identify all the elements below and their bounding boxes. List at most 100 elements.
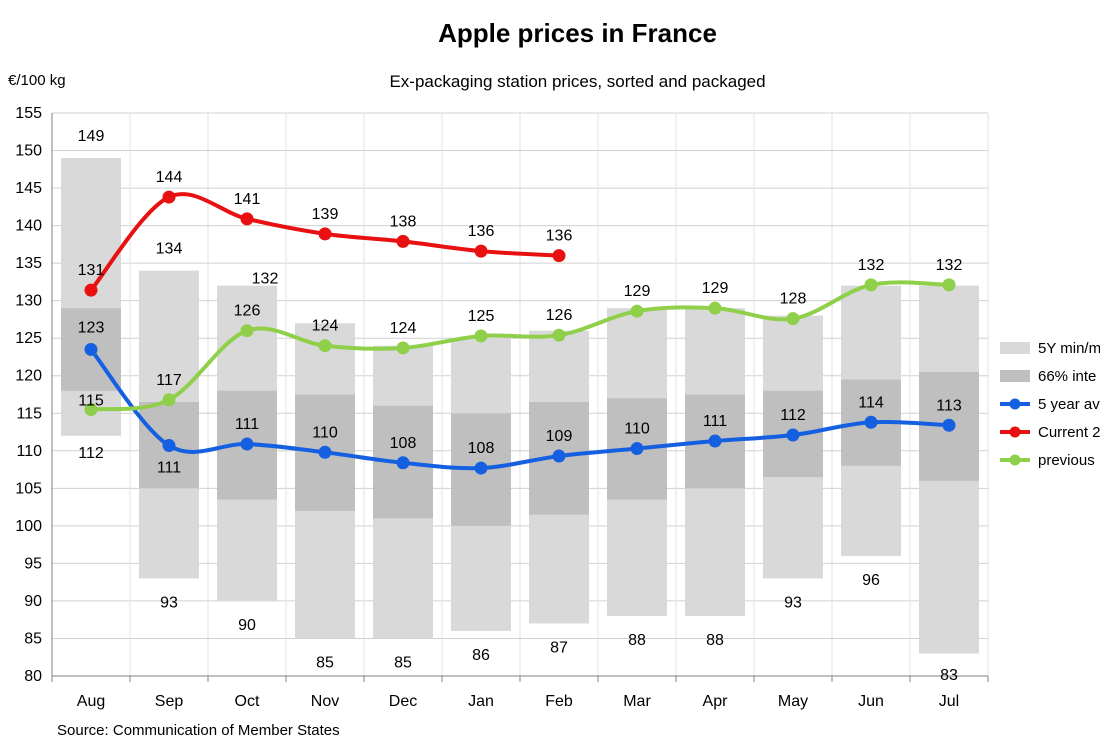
current-season-label: 144 (156, 169, 183, 186)
range-min-label: 88 (628, 632, 646, 649)
x-tick-label: Sep (155, 693, 184, 710)
y-tick-label: 155 (15, 105, 42, 122)
current-season-point (396, 234, 410, 248)
x-tick-label: Oct (235, 693, 260, 710)
y-tick-label: 105 (15, 480, 42, 497)
legend-label: Current 2 (1038, 424, 1100, 441)
range-min-label: 83 (940, 667, 958, 684)
five-year-average-point (162, 439, 176, 453)
five-year-average-label: 111 (235, 416, 259, 433)
five-year-average-label: 112 (780, 407, 806, 424)
y-tick-label: 100 (15, 518, 42, 535)
previous-season-point (474, 329, 488, 343)
legend-swatch (1000, 370, 1030, 382)
range-max-label: 134 (156, 241, 183, 258)
x-tick-label: May (778, 693, 808, 710)
legend-label: 5 year av (1038, 396, 1100, 413)
legend-label: previous (1038, 452, 1095, 469)
previous-season-point (162, 393, 176, 407)
y-tick-label: 95 (24, 555, 42, 572)
range-max-label: 132 (252, 271, 279, 288)
previous-season-label: 124 (312, 318, 339, 335)
current-season-point (474, 244, 488, 258)
y-tick-label: 115 (16, 405, 42, 422)
source-note: Source: Communication of Member States (57, 722, 340, 739)
previous-season-label: 132 (936, 257, 963, 274)
current-season-label: 136 (546, 228, 573, 245)
five-year-average-label: 110 (312, 424, 338, 441)
five-year-average-point (942, 418, 956, 432)
previous-season-label: 126 (546, 307, 573, 324)
current-season-label: 141 (234, 191, 261, 208)
five-year-average-point (708, 434, 722, 448)
current-season-point (552, 249, 566, 263)
previous-season-point (864, 278, 878, 292)
range-min-label: 112 (78, 445, 104, 462)
series-lines (84, 190, 956, 475)
current-season-label: 139 (312, 206, 339, 223)
five-year-average-label: 111 (157, 460, 181, 477)
range-min-label: 93 (784, 594, 802, 611)
y-tick-label: 140 (15, 218, 42, 235)
range-min-label: 86 (472, 647, 490, 664)
y-axis-unit-label: €/100 kg (8, 72, 66, 89)
y-tick-label: 125 (15, 330, 42, 347)
y-tick-label: 110 (16, 443, 42, 460)
previous-season-point (552, 328, 566, 342)
five-year-average-label: 113 (936, 397, 962, 414)
five-year-average-point (630, 442, 644, 456)
previous-season-point (396, 341, 410, 355)
legend-marker (1009, 398, 1021, 410)
previous-season-point (942, 278, 956, 292)
five-year-average-point (864, 415, 878, 429)
five-year-average-point (552, 449, 566, 463)
five-year-average-point (786, 428, 800, 442)
current-season-point (84, 283, 98, 297)
range-min-label: 96 (862, 572, 880, 589)
y-tick-label: 130 (15, 293, 42, 310)
legend-marker (1009, 454, 1021, 466)
previous-season-label: 129 (702, 280, 729, 297)
five-year-average-point (474, 461, 488, 475)
legend-label: 5Y min/m (1038, 340, 1100, 357)
current-season-label: 131 (78, 262, 105, 279)
y-tick-label: 135 (15, 255, 42, 272)
range-min-label: 85 (316, 654, 334, 671)
range-max-label: 149 (78, 128, 105, 145)
legend-marker (1009, 426, 1021, 438)
x-tick-label: Mar (623, 693, 651, 710)
range-min-label: 87 (550, 639, 568, 656)
x-tick-label: Nov (311, 693, 339, 710)
y-tick-label: 90 (24, 593, 42, 610)
x-tick-label: Aug (77, 693, 105, 710)
x-tick-label: Dec (389, 693, 417, 710)
chart-title: Apple prices in France (438, 18, 717, 48)
x-tick-label: Jul (939, 693, 959, 710)
previous-season-point (708, 301, 722, 315)
five-year-average-label: 108 (390, 435, 417, 452)
x-tick-label: Jun (858, 693, 884, 710)
five-year-average-point (396, 456, 410, 470)
previous-season-point (786, 312, 800, 326)
five-year-average-point (318, 445, 332, 459)
previous-season-label: 129 (624, 283, 651, 300)
five-year-average-point (240, 437, 254, 451)
axes: 80 85 90 95 100 105 110 115 120 125 130 135 140 145 15… (15, 105, 989, 710)
legend: 5Y min/m 66% inte 5 year av Current 2 previo… (1000, 340, 1100, 469)
range-min-label: 85 (394, 654, 412, 671)
previous-season-label: 125 (468, 308, 495, 325)
five-year-average-label: 114 (858, 394, 884, 411)
five-year-average-label: 110 (624, 421, 650, 438)
previous-season-label: 117 (156, 372, 182, 389)
five-year-average-label: 123 (78, 319, 105, 336)
y-tick-label: 120 (15, 368, 42, 385)
current-season-label: 138 (390, 213, 417, 230)
previous-season-point (240, 324, 254, 338)
range-bands (61, 158, 979, 654)
previous-season-label: 132 (858, 257, 885, 274)
y-tick-label: 80 (24, 668, 42, 685)
previous-season-label: 115 (78, 393, 104, 410)
range-min-label: 88 (706, 632, 724, 649)
y-tick-label: 150 (15, 143, 42, 160)
